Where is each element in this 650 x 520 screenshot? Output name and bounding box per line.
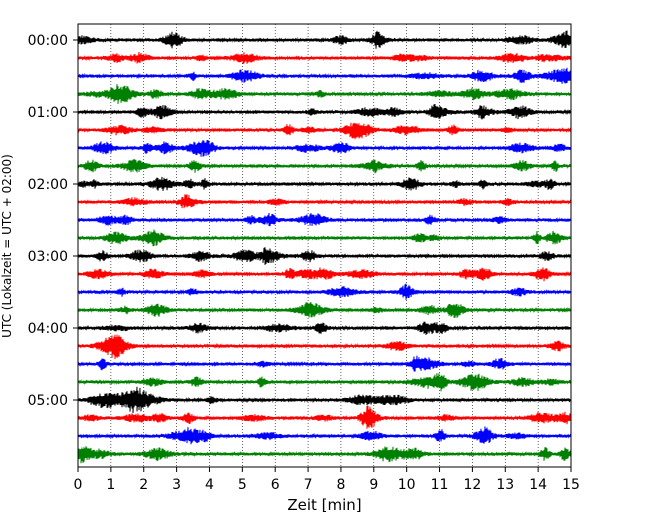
x-tick-label: 11 [431, 477, 449, 493]
x-tick-label: 9 [369, 477, 378, 493]
seismic-trace [77, 446, 572, 464]
y-tick-label: 04:00 [28, 321, 68, 337]
seismic-trace [77, 283, 572, 300]
x-tick-label: 5 [238, 477, 247, 493]
seismic-trace [77, 247, 572, 265]
x-tick-label: 7 [304, 477, 313, 493]
x-axis-ticks: 0 1 2 3 4 5 6 7 8 9 10 11 12 13 14 15 [74, 467, 580, 493]
trace-series [77, 30, 572, 464]
seismic-trace [77, 84, 572, 104]
y-tick-label: 03:00 [28, 249, 68, 265]
seismic-trace [77, 321, 572, 335]
seismic-trace [77, 373, 572, 392]
y-tick-label: 00:00 [28, 33, 68, 49]
grid-lines [110, 24, 539, 467]
seismic-trace [77, 267, 572, 282]
x-tick-label: 8 [336, 477, 345, 493]
seismic-trace [77, 30, 572, 49]
x-tick-label: 0 [74, 477, 83, 493]
x-tick-label: 1 [106, 477, 115, 493]
x-tick-label: 12 [463, 477, 481, 493]
x-tick-label: 3 [172, 477, 181, 493]
x-tick-label: 10 [398, 477, 416, 493]
seismic-trace [77, 405, 572, 429]
x-tick-label: 15 [562, 477, 580, 493]
seismic-trace [77, 139, 572, 157]
seismic-trace [77, 194, 572, 209]
y-axis-label: UTC (Lokalzeit = UTC + 02:00) [0, 154, 14, 338]
y-axis-ticks: 00:00 01:00 02:00 03:00 04:00 05:00 [28, 33, 78, 409]
seismic-trace [77, 212, 572, 227]
seismic-trace [77, 386, 572, 414]
y-tick-label: 05:00 [28, 393, 68, 409]
seismic-trace [77, 103, 572, 120]
seismic-trace [77, 426, 572, 445]
seismic-trace [77, 334, 572, 360]
seismic-trace [77, 229, 572, 247]
seismic-trace [77, 122, 572, 140]
y-tick-label: 01:00 [28, 105, 68, 121]
x-axis-label: Zeit [min] [287, 496, 361, 514]
seismic-trace [77, 67, 572, 84]
seismic-trace [77, 355, 572, 372]
x-tick-label: 4 [205, 477, 214, 493]
y-tick-label: 02:00 [28, 177, 68, 193]
x-tick-label: 13 [496, 477, 514, 493]
seismic-trace [77, 176, 572, 192]
x-tick-label: 14 [529, 477, 547, 493]
plot-frame [77, 23, 572, 468]
seismic-trace [77, 51, 572, 64]
seismic-trace [77, 302, 572, 318]
x-tick-label: 2 [139, 477, 148, 493]
seismic-trace [77, 159, 572, 174]
x-tick-label: 6 [271, 477, 280, 493]
